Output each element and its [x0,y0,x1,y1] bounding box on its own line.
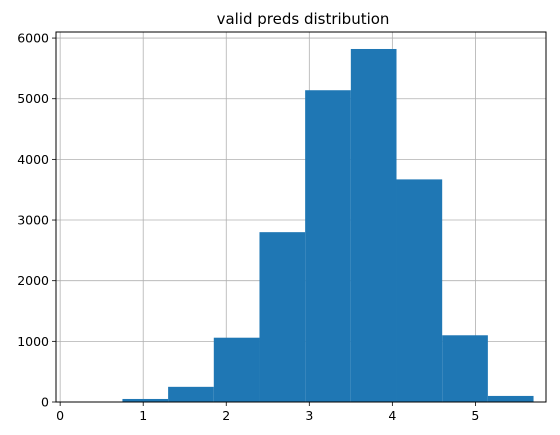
histogram-bar-9 [487,395,534,402]
x-tick-label-0: 0 [56,408,64,423]
histogram-bar-5 [305,90,351,403]
y-tick-label-1: 1000 [17,334,49,349]
y-tick-label-6: 6000 [17,31,49,46]
histogram-bar-3 [213,337,260,402]
histogram-bar-2 [168,386,214,402]
grid-lines [56,32,546,403]
histogram-bar-1 [122,398,169,402]
histogram-bar-4 [259,232,306,402]
plot-area-frame [55,31,547,403]
x-tick-label-2: 2 [222,408,230,423]
x-tick-label-5: 5 [471,408,479,423]
y-tick-label-0: 0 [41,395,49,410]
y-axis: 0 1000 2000 3000 4000 5000 6000 [17,31,56,410]
y-tick-label-4: 4000 [17,152,49,167]
x-tick-label-4: 4 [388,408,396,423]
y-tick-label-5: 5000 [17,91,49,106]
y-tick-label-3: 3000 [17,213,49,228]
x-tick-label-3: 3 [305,408,313,423]
x-axis: 0 1 2 3 4 5 [56,402,479,423]
chart-title: valid preds distribution [217,10,390,28]
y-tick-label-2: 2000 [17,273,49,288]
histogram-bar-6 [350,48,397,402]
x-tick-label-1: 1 [139,408,147,423]
histogram-bar-8 [442,335,488,402]
histogram-bar-7 [396,179,443,402]
histogram-bars [76,48,534,403]
